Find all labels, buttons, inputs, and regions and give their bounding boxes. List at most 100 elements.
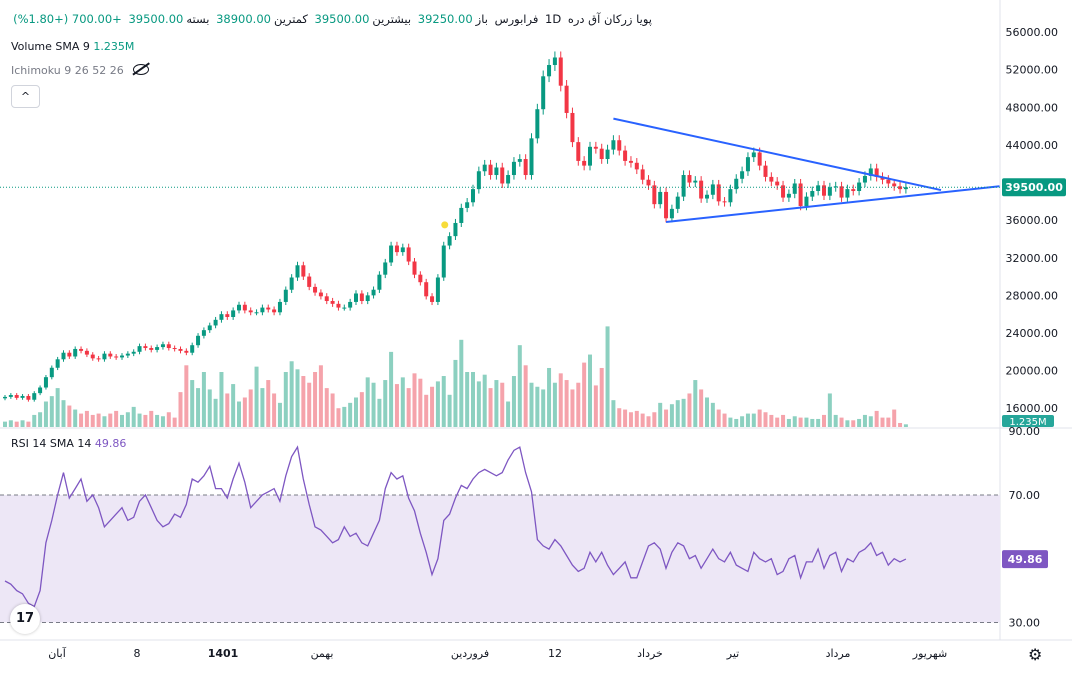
tradingview-logo[interactable]: 17 (10, 604, 40, 634)
candle (798, 183, 803, 207)
volume-bar (833, 414, 838, 427)
volume-legend[interactable]: Volume SMA 9 1.235M (11, 40, 134, 53)
candle (529, 138, 534, 176)
candle (523, 159, 528, 176)
volume-bar (412, 373, 417, 427)
candle (459, 207, 464, 223)
time-axis-label: شهریور (912, 647, 947, 660)
volume-bar (523, 365, 528, 427)
candle (102, 353, 107, 360)
candle (500, 167, 505, 184)
candle (570, 112, 575, 143)
volume-bar (781, 414, 786, 427)
collapse-legend-button[interactable]: ^ (11, 85, 40, 108)
candle (786, 193, 791, 198)
volume-bar (43, 401, 48, 427)
volume-bar (775, 417, 780, 427)
candle (377, 274, 382, 290)
change-value: +700.00 (+1.80%) (13, 12, 122, 26)
volume-bar (751, 413, 756, 427)
candle (412, 261, 417, 275)
candle (617, 140, 622, 151)
candle (394, 245, 399, 253)
price-tick-label: 44000.00 (1006, 139, 1059, 152)
candle (757, 152, 762, 166)
volume-bar (283, 372, 288, 427)
candle (430, 296, 435, 302)
volume-bar (693, 380, 698, 427)
volume-tag (1002, 415, 1054, 427)
rsi-legend[interactable]: RSI 14 SMA 14 49.86 (11, 437, 126, 450)
time-axis-label: 12 (548, 647, 562, 660)
candle (231, 310, 236, 317)
volume-bar (108, 413, 113, 427)
candle (816, 185, 821, 192)
volume-bar (125, 412, 130, 427)
symbol-exchange: فرابورس (494, 12, 539, 26)
volume-bar (447, 394, 452, 427)
volume-bar (260, 388, 265, 427)
volume-bar (231, 384, 236, 427)
symbol-legend: پویا زرکان آق دره 1D فرابورس باز39250.00… (10, 12, 652, 26)
price-tick-label: 48000.00 (1006, 101, 1059, 114)
close-label: بسته (186, 12, 210, 26)
candle (383, 262, 388, 275)
volume-bar (851, 420, 856, 427)
candle (646, 179, 651, 186)
candle (599, 148, 604, 160)
triangle-lower-trendline (665, 185, 1000, 224)
candle (143, 346, 148, 349)
volume-bar (558, 373, 563, 427)
candle (763, 165, 768, 177)
volume-bar (728, 417, 733, 427)
candle (675, 196, 680, 209)
volume-bar (734, 418, 739, 427)
volume-bar (827, 393, 832, 427)
candle (892, 183, 897, 187)
candle (845, 189, 850, 198)
eye-hidden-icon[interactable] (133, 64, 150, 75)
rsi-tick-label: 70.00 (1009, 489, 1041, 502)
candle (336, 303, 341, 308)
volume-bar (38, 412, 43, 427)
volume-bar (681, 398, 686, 427)
volume-bar (710, 402, 715, 427)
high-label: بیشترین (372, 12, 412, 26)
volume-bar (441, 376, 446, 427)
volume-bar (377, 398, 382, 427)
candle (640, 169, 645, 180)
candle (541, 76, 546, 110)
volume-bar (383, 380, 388, 427)
candle (465, 202, 470, 208)
volume-bar (517, 345, 522, 427)
candle (810, 191, 815, 197)
symbol-name: پویا زرکان آق دره (567, 12, 652, 26)
close-value: 39500.00 (128, 12, 184, 26)
volume-bar (418, 378, 423, 427)
volume-legend-label: Volume SMA 9 (11, 40, 90, 53)
volume-bar (84, 410, 89, 427)
volume-bar (102, 416, 107, 427)
price-tick-label: 28000.00 (1006, 289, 1059, 302)
candle (903, 187, 908, 190)
volume-bar (465, 372, 470, 427)
time-axis-label: خرداد (637, 647, 663, 660)
time-axis-label: 1401 (208, 647, 239, 660)
candle (190, 345, 195, 353)
volume-bar (763, 412, 768, 427)
candle (582, 160, 587, 166)
volume-bar (96, 413, 101, 427)
candle (365, 295, 370, 302)
volume-bar (588, 354, 592, 427)
candle (313, 286, 318, 293)
volume-bar (348, 402, 353, 427)
volume-bar (822, 414, 826, 427)
candle (149, 348, 154, 350)
gear-icon[interactable]: ⚙ (1028, 645, 1043, 664)
candle (254, 312, 259, 314)
ichimoku-legend[interactable]: Ichimoku 9 26 52 26 (11, 64, 150, 77)
volume-bar (459, 339, 464, 427)
candle (699, 180, 704, 199)
volume-bar (389, 351, 394, 427)
